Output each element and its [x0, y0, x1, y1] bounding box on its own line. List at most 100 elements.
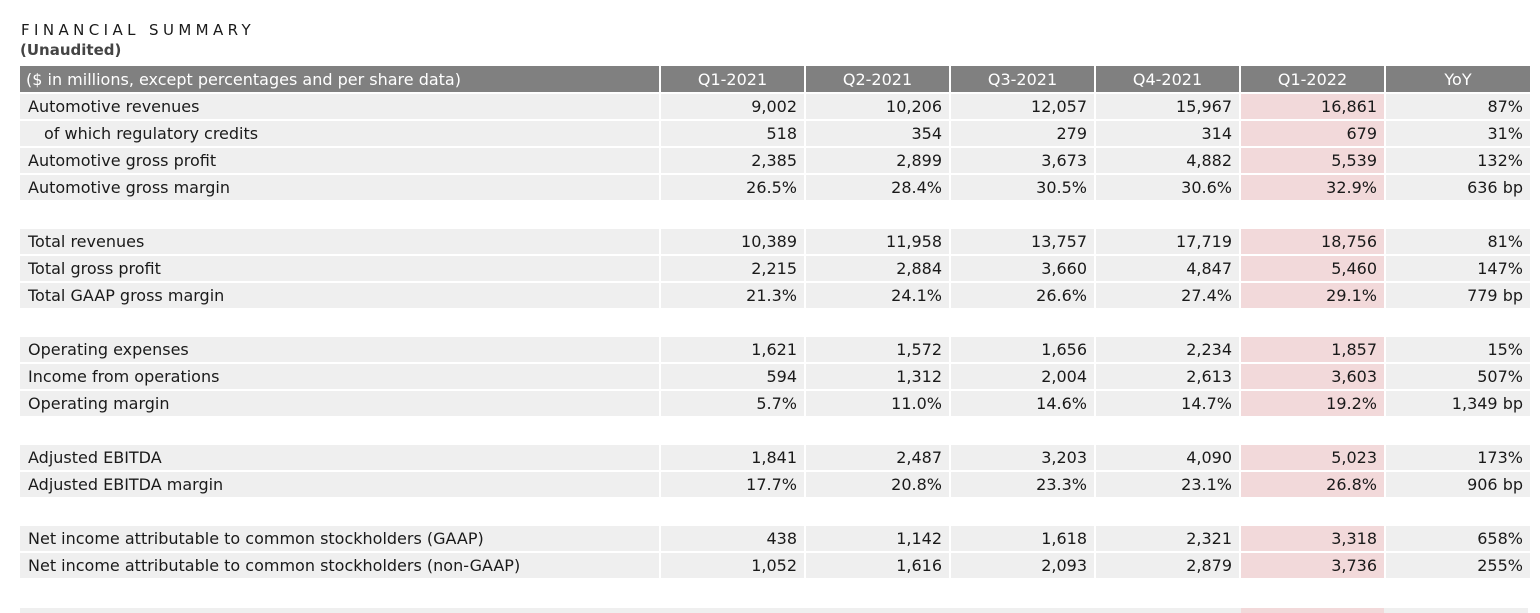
- value-cell: 1,572: [806, 335, 951, 362]
- value-cell: 1,621: [661, 335, 806, 362]
- value-cell: 18,756: [1241, 227, 1386, 254]
- value-cell: 3,660: [951, 254, 1096, 281]
- table-row: Net income attributable to common stockh…: [20, 551, 1530, 578]
- value-cell: 2,879: [1096, 551, 1241, 578]
- value-cell: 3,603: [1241, 362, 1386, 389]
- row-label: Operating margin: [20, 389, 661, 416]
- table-row: Adjusted EBITDA margin 17.7% 20.8% 23.3% 23.…: [20, 470, 1530, 497]
- row-label: Operating expenses: [20, 335, 661, 362]
- row-label: Total gross profit: [20, 254, 661, 281]
- row-label: Total revenues: [20, 227, 661, 254]
- value-cell: 594: [661, 362, 806, 389]
- value-cell: 15,967: [1096, 92, 1241, 119]
- value-cell: 27.4%: [1096, 281, 1241, 308]
- value-cell: 26.8%: [1241, 470, 1386, 497]
- yoy-cell: 15%: [1386, 335, 1530, 362]
- value-cell: 26.6%: [951, 281, 1096, 308]
- value-cell: 2,884: [806, 254, 951, 281]
- yoy-cell: 173%: [1386, 443, 1530, 470]
- table-row: Automotive gross profit 2,385 2,899 3,673 4,…: [20, 146, 1530, 173]
- row-label: Net income attributable to common stockh…: [20, 524, 661, 551]
- value-cell: 9,002: [661, 92, 806, 119]
- row-label: Automotive gross margin: [20, 173, 661, 200]
- yoy-cell: 255%: [1386, 551, 1530, 578]
- yoy-cell: 1,349 bp: [1386, 389, 1530, 416]
- page-title: FINANCIAL SUMMARY: [21, 21, 256, 39]
- value-cell: 23.1%: [1096, 470, 1241, 497]
- value-cell: 16,861: [1241, 92, 1386, 119]
- value-cell: 314: [1096, 119, 1241, 146]
- value-cell: 2,004: [951, 362, 1096, 389]
- value-cell: 12,057: [951, 92, 1096, 119]
- table-row: Total GAAP gross margin 21.3% 24.1% 26.6% 27…: [20, 281, 1530, 308]
- value-cell: 1,312: [806, 362, 951, 389]
- table-row: Operating margin 5.7% 11.0% 14.6% 14.7% 19.2%…: [20, 389, 1530, 416]
- yoy-cell: 507%: [1386, 362, 1530, 389]
- value-cell: 2,234: [1096, 335, 1241, 362]
- value-cell: 11.0%: [806, 389, 951, 416]
- header-q1-2021: Q1-2021: [661, 66, 806, 92]
- row-label: Adjusted EBITDA: [20, 443, 661, 470]
- yoy-cell: 81%: [1386, 227, 1530, 254]
- value-cell: 24.1%: [806, 281, 951, 308]
- value-cell: 17,719: [1096, 227, 1241, 254]
- group-spacer: [20, 416, 1530, 443]
- value-cell: 2,321: [1096, 524, 1241, 551]
- group-spacer: [20, 200, 1530, 227]
- table-row: Total gross profit 2,215 2,884 3,660 4,847 5,…: [20, 254, 1530, 281]
- header-q2-2021: Q2-2021: [806, 66, 951, 92]
- value-cell: 1,616: [806, 551, 951, 578]
- value-cell: 3,203: [951, 443, 1096, 470]
- financial-summary-table: ($ in millions, except percentages and p…: [20, 66, 1530, 578]
- value-cell: 32.9%: [1241, 173, 1386, 200]
- table-row: Automotive gross margin 26.5% 28.4% 30.5% 30…: [20, 173, 1530, 200]
- row-label: Automotive gross profit: [20, 146, 661, 173]
- table-bottom-strip: [20, 608, 1528, 613]
- value-cell: 3,318: [1241, 524, 1386, 551]
- value-cell: 10,389: [661, 227, 806, 254]
- table-bottom-highlight: [1241, 608, 1384, 613]
- value-cell: 4,847: [1096, 254, 1241, 281]
- value-cell: 5,460: [1241, 254, 1386, 281]
- value-cell: 438: [661, 524, 806, 551]
- value-cell: 3,736: [1241, 551, 1386, 578]
- header-q1-2022: Q1-2022: [1241, 66, 1386, 92]
- value-cell: 30.6%: [1096, 173, 1241, 200]
- group-spacer-cell: [20, 416, 1530, 443]
- value-cell: 14.7%: [1096, 389, 1241, 416]
- yoy-cell: 31%: [1386, 119, 1530, 146]
- value-cell: 21.3%: [661, 281, 806, 308]
- row-label: Automotive revenues: [20, 92, 661, 119]
- value-cell: 2,215: [661, 254, 806, 281]
- yoy-cell: 132%: [1386, 146, 1530, 173]
- value-cell: 1,142: [806, 524, 951, 551]
- value-cell: 2,093: [951, 551, 1096, 578]
- value-cell: 4,090: [1096, 443, 1241, 470]
- table-body: Automotive revenues 9,002 10,206 12,057 15,9…: [20, 92, 1530, 578]
- header-yoy: YoY: [1386, 66, 1530, 92]
- value-cell: 354: [806, 119, 951, 146]
- value-cell: 5.7%: [661, 389, 806, 416]
- value-cell: 1,656: [951, 335, 1096, 362]
- value-cell: 5,023: [1241, 443, 1386, 470]
- value-cell: 17.7%: [661, 470, 806, 497]
- value-cell: 28.4%: [806, 173, 951, 200]
- value-cell: 2,385: [661, 146, 806, 173]
- value-cell: 3,673: [951, 146, 1096, 173]
- value-cell: 13,757: [951, 227, 1096, 254]
- value-cell: 14.6%: [951, 389, 1096, 416]
- yoy-cell: 636 bp: [1386, 173, 1530, 200]
- yoy-cell: 147%: [1386, 254, 1530, 281]
- yoy-cell: 906 bp: [1386, 470, 1530, 497]
- value-cell: 518: [661, 119, 806, 146]
- value-cell: 11,958: [806, 227, 951, 254]
- value-cell: 26.5%: [661, 173, 806, 200]
- value-cell: 2,487: [806, 443, 951, 470]
- header-q3-2021: Q3-2021: [951, 66, 1096, 92]
- table-row: Income from operations 594 1,312 2,004 2,613…: [20, 362, 1530, 389]
- value-cell: 1,618: [951, 524, 1096, 551]
- value-cell: 2,899: [806, 146, 951, 173]
- value-cell: 20.8%: [806, 470, 951, 497]
- table-row: Adjusted EBITDA 1,841 2,487 3,203 4,090 5,023…: [20, 443, 1530, 470]
- value-cell: 4,882: [1096, 146, 1241, 173]
